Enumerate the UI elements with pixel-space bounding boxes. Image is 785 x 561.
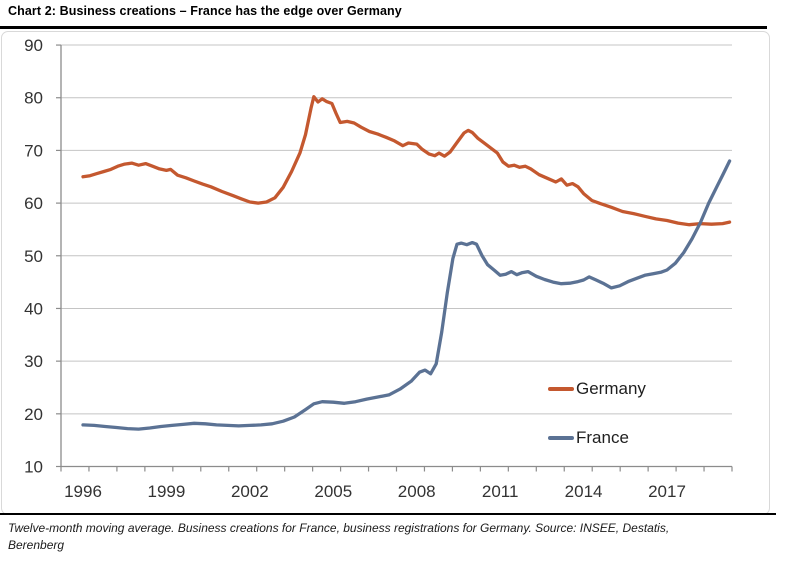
footnote-line-2: Berenberg [8,537,65,552]
y-tick-label: 20 [24,405,43,424]
y-tick-label: 70 [24,141,43,160]
france-line-swatch-icon [548,435,574,440]
title-divider-rule [0,26,767,29]
y-tick-label: 80 [24,89,43,108]
y-tick-label: 30 [24,352,43,371]
y-tick-label: 90 [24,36,43,55]
chart-title: Chart 2: Business creations – France has… [8,4,402,18]
y-tick-label: 50 [24,247,43,266]
x-tick-label: 2005 [314,482,352,501]
x-tick-label: 2011 [482,482,519,501]
x-tick-label: 1996 [64,482,102,501]
y-tick-label: 40 [24,299,43,318]
germany-line [81,95,732,227]
footnote-divider-rule [0,513,776,515]
x-tick-label: 2008 [398,482,436,501]
x-tick-label: 2014 [565,482,603,501]
x-tick-label: 2002 [231,482,269,501]
footnote-line-1: Twelve-month moving average. Business cr… [8,521,670,535]
y-tick-label: 60 [24,194,43,213]
legend-label-germany: Germany [576,379,646,398]
y-tick-label: 10 [24,458,43,477]
legend-item-germany: Germany [548,380,646,397]
x-tick-label: 2017 [648,482,686,501]
x-tick-label: 1999 [148,482,186,501]
legend-item-france: France [548,429,629,446]
france-line [81,159,732,431]
footnote: Twelve-month moving average. Business cr… [8,520,768,553]
legend-label-france: France [576,428,629,447]
germany-line-swatch-icon [548,386,574,391]
chart-frame [1,31,770,515]
